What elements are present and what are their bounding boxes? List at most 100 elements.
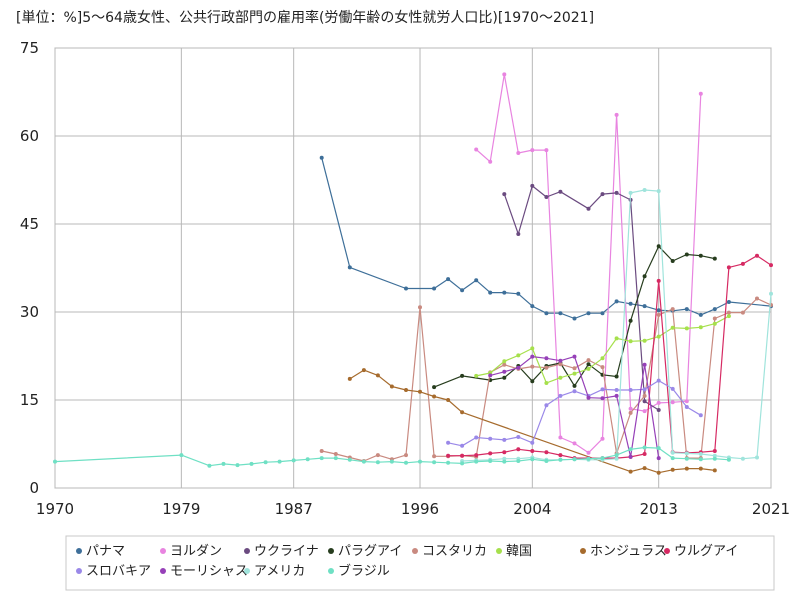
data-point: [586, 366, 591, 371]
data-point: [488, 290, 493, 295]
data-point: [614, 453, 619, 458]
series-line: [349, 369, 715, 474]
series-line: [448, 255, 772, 459]
data-point: [530, 304, 535, 309]
data-point: [333, 456, 338, 461]
data-point: [389, 459, 394, 464]
data-point: [628, 190, 633, 195]
data-point: [516, 232, 521, 236]
data-point: [769, 291, 773, 296]
data-point: [432, 460, 437, 465]
data-point: [740, 261, 745, 266]
data-point: [628, 301, 633, 306]
data-point: [319, 456, 324, 461]
data-point: [530, 449, 535, 453]
data-point: [698, 466, 703, 471]
data-point: [558, 457, 563, 462]
data-point: [656, 278, 661, 283]
data-point: [670, 450, 675, 455]
data-point: [375, 453, 380, 458]
data-point: [263, 460, 268, 465]
data-point: [572, 354, 577, 359]
data-point: [670, 386, 675, 391]
data-point: [740, 456, 745, 461]
data-point: [684, 399, 689, 404]
data-point: [755, 253, 759, 258]
data-point: [474, 459, 479, 464]
data-point: [755, 296, 759, 301]
data-point: [347, 457, 352, 462]
x-tick-label: 2021: [752, 500, 790, 518]
data-point: [347, 376, 352, 381]
data-point: [558, 393, 563, 398]
data-point: [712, 453, 717, 458]
data-point: [446, 460, 451, 465]
chart-title: [単位：%]5～64歳女性、公共行政部門の雇用率(労働年齢の女性就労人口比)[1…: [16, 9, 594, 26]
data-point: [474, 373, 479, 378]
data-point: [614, 374, 619, 379]
data-point: [474, 453, 479, 458]
data-point: [361, 368, 366, 373]
data-point: [684, 326, 689, 331]
data-point: [600, 311, 605, 316]
data-point: [586, 450, 591, 455]
x-tick-label: 1987: [275, 500, 313, 518]
data-point: [389, 384, 394, 389]
legend-marker: [580, 548, 586, 554]
plot-area: [54, 47, 772, 489]
data-point: [698, 253, 703, 258]
data-point: [642, 452, 647, 456]
y-tick-label: 0: [29, 479, 39, 497]
data-point: [586, 456, 591, 461]
legend-marker: [244, 568, 250, 574]
data-point: [530, 364, 535, 369]
legend: パナマ ヨルダン ウクライナ パラグアイ コスタリカ 韓国 ホンジュラス ウルグアイスロバキア…: [76, 544, 738, 579]
data-point: [530, 457, 535, 462]
data-point: [670, 259, 675, 263]
data-point: [502, 459, 507, 464]
data-point: [726, 457, 731, 462]
data-point: [530, 148, 535, 153]
legend-label: ブラジル: [338, 563, 390, 579]
data-point: [460, 461, 465, 466]
data-point: [488, 159, 493, 164]
data-point: [712, 256, 717, 261]
legend-label: パラグアイ: [338, 544, 402, 559]
data-point: [460, 373, 465, 378]
data-point: [656, 400, 661, 405]
series-10: [488, 354, 661, 461]
data-point: [628, 406, 633, 411]
legend-label: ホンジュラス: [590, 544, 667, 559]
data-point: [404, 286, 408, 291]
data-point: [516, 447, 521, 452]
data-point: [558, 358, 563, 363]
data-point: [221, 461, 226, 466]
data-point: [432, 385, 437, 390]
data-point: [698, 325, 703, 330]
data-point: [179, 453, 184, 458]
data-point: [698, 91, 703, 96]
data-point: [558, 362, 563, 367]
data-point: [488, 373, 493, 378]
data-point: [670, 307, 675, 312]
legend-marker: [160, 568, 166, 574]
data-point: [375, 460, 380, 465]
data-point: [628, 339, 633, 344]
legend-item: ウルグアイ: [664, 544, 738, 559]
data-point: [516, 435, 521, 439]
legend-marker: [328, 548, 334, 554]
legend-item: コスタリカ: [412, 544, 487, 559]
y-tick-label: 30: [20, 303, 39, 321]
data-point: [684, 307, 689, 312]
data-point: [698, 457, 703, 462]
data-point: [319, 449, 324, 453]
data-point: [642, 409, 647, 414]
data-point: [502, 362, 507, 367]
data-point: [544, 459, 549, 463]
series-6: [474, 314, 731, 385]
data-point: [642, 188, 647, 192]
legend-marker: [76, 568, 82, 574]
series-line: [321, 157, 772, 320]
grid-lines: [54, 47, 772, 489]
data-point: [418, 459, 422, 464]
